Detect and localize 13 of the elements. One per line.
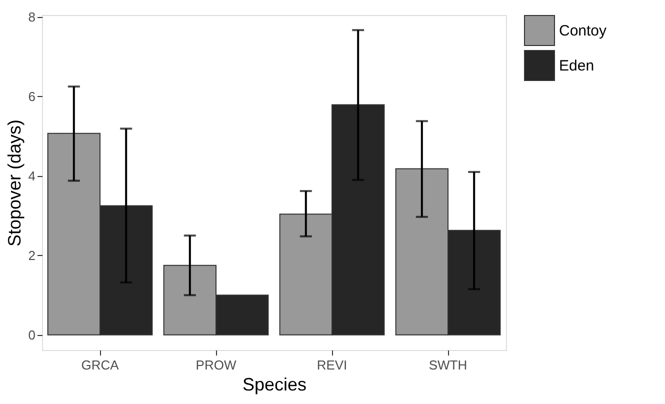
y-tick-label: 6 bbox=[28, 88, 36, 104]
y-tick-label: 2 bbox=[28, 248, 36, 263]
y-tick-label: 8 bbox=[28, 9, 36, 24]
legend-label: Eden bbox=[559, 58, 594, 74]
y-axis-title: Stopover (days) bbox=[4, 119, 24, 247]
x-axis-title: Species bbox=[242, 374, 307, 394]
x-tick-label: REVI bbox=[316, 358, 348, 372]
legend-label: Contoy bbox=[559, 22, 608, 40]
x-tick-label: SWTH bbox=[428, 358, 468, 372]
x-tick-label: GRCA bbox=[81, 358, 120, 372]
x-tick-label: PROW bbox=[196, 358, 237, 372]
y-tick-label: 0 bbox=[28, 327, 36, 342]
y-tick-label: 4 bbox=[28, 168, 36, 184]
